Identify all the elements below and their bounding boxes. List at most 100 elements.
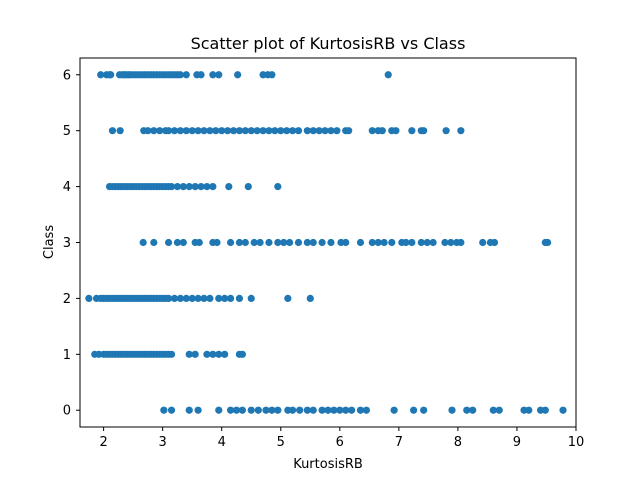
data-point bbox=[209, 71, 217, 79]
data-point bbox=[160, 406, 168, 414]
data-point bbox=[107, 71, 115, 79]
data-point bbox=[392, 127, 400, 135]
data-point bbox=[271, 127, 279, 135]
data-point bbox=[356, 238, 365, 247]
data-point bbox=[173, 238, 182, 247]
data-point bbox=[294, 238, 303, 247]
data-point bbox=[194, 294, 202, 303]
data-point bbox=[203, 182, 211, 191]
data-point bbox=[368, 238, 376, 247]
data-point bbox=[463, 406, 471, 414]
y-axis-label: Class bbox=[42, 225, 57, 259]
data-point bbox=[268, 71, 276, 79]
data-point bbox=[226, 238, 235, 247]
data-point bbox=[250, 238, 258, 247]
x-tick-label: 5 bbox=[277, 435, 285, 450]
data-point bbox=[164, 294, 173, 303]
data-point bbox=[209, 350, 217, 358]
data-point bbox=[215, 350, 223, 358]
data-point bbox=[265, 238, 273, 247]
data-point bbox=[356, 406, 365, 414]
x-axis-ticks: 2 3 4 5 6 7 8 9 10 bbox=[99, 427, 584, 450]
data-point bbox=[221, 294, 229, 303]
x-tick-label: 9 bbox=[513, 435, 521, 450]
x-tick-label: 3 bbox=[159, 435, 167, 450]
data-point bbox=[327, 238, 335, 247]
data-point bbox=[194, 406, 202, 414]
chart-title: Scatter plot of KurtosisRB vs Class bbox=[191, 34, 466, 53]
points-layer bbox=[85, 71, 567, 414]
data-point bbox=[212, 127, 220, 135]
data-point bbox=[378, 127, 386, 135]
y-tick-label: 5 bbox=[63, 124, 71, 139]
data-point bbox=[544, 238, 552, 247]
data-point bbox=[274, 182, 282, 191]
data-point bbox=[447, 238, 455, 247]
x-tick-label: 10 bbox=[568, 435, 585, 450]
data-point bbox=[185, 350, 193, 358]
data-point bbox=[288, 406, 297, 414]
data-point bbox=[274, 238, 282, 247]
data-point bbox=[225, 182, 233, 191]
data-point bbox=[280, 238, 288, 247]
data-point bbox=[489, 406, 497, 414]
data-point bbox=[441, 238, 449, 247]
data-point bbox=[221, 350, 229, 358]
data-point bbox=[213, 238, 221, 247]
x-tick-label: 8 bbox=[454, 435, 462, 450]
data-point bbox=[457, 238, 465, 247]
data-point bbox=[321, 127, 329, 135]
data-point bbox=[150, 127, 158, 135]
data-point bbox=[525, 406, 533, 414]
data-point bbox=[226, 294, 235, 303]
data-point bbox=[167, 350, 176, 358]
data-point bbox=[218, 127, 226, 135]
x-tick-label: 7 bbox=[395, 435, 403, 450]
y-tick-label: 6 bbox=[63, 68, 71, 83]
data-point bbox=[345, 127, 353, 135]
data-point bbox=[85, 294, 93, 303]
data-point bbox=[429, 238, 437, 247]
data-point bbox=[490, 238, 499, 247]
data-point bbox=[185, 406, 193, 414]
y-tick-label: 3 bbox=[63, 236, 71, 251]
data-point bbox=[203, 350, 211, 358]
data-point bbox=[327, 127, 335, 135]
data-point bbox=[495, 406, 503, 414]
data-point bbox=[256, 238, 264, 247]
data-point bbox=[176, 71, 184, 79]
data-point bbox=[303, 127, 311, 135]
x-axis-label: KurtosisRB bbox=[293, 457, 363, 472]
data-point bbox=[342, 406, 350, 414]
data-point bbox=[185, 182, 193, 191]
data-point bbox=[200, 127, 208, 135]
data-point bbox=[318, 406, 326, 414]
data-point bbox=[408, 238, 416, 247]
data-point bbox=[235, 294, 244, 303]
data-point bbox=[410, 406, 418, 414]
data-point bbox=[173, 182, 182, 191]
data-point bbox=[182, 127, 190, 135]
data-point bbox=[247, 406, 255, 414]
data-point bbox=[408, 127, 416, 135]
data-point bbox=[215, 406, 223, 414]
y-tick-label: 1 bbox=[63, 348, 71, 363]
data-point bbox=[241, 238, 249, 247]
y-tick-label: 4 bbox=[63, 180, 71, 195]
data-point bbox=[362, 406, 370, 414]
data-point bbox=[309, 238, 317, 247]
data-point bbox=[274, 406, 282, 414]
data-point bbox=[116, 127, 124, 135]
data-point bbox=[179, 238, 187, 247]
data-point bbox=[195, 238, 203, 247]
data-point bbox=[283, 127, 291, 135]
data-point bbox=[254, 406, 262, 414]
data-point bbox=[420, 127, 428, 135]
data-point bbox=[262, 406, 270, 414]
data-point bbox=[215, 71, 223, 79]
data-point bbox=[206, 127, 214, 135]
data-point bbox=[303, 238, 311, 247]
data-point bbox=[200, 294, 208, 303]
data-point bbox=[238, 406, 246, 414]
data-point bbox=[469, 406, 477, 414]
